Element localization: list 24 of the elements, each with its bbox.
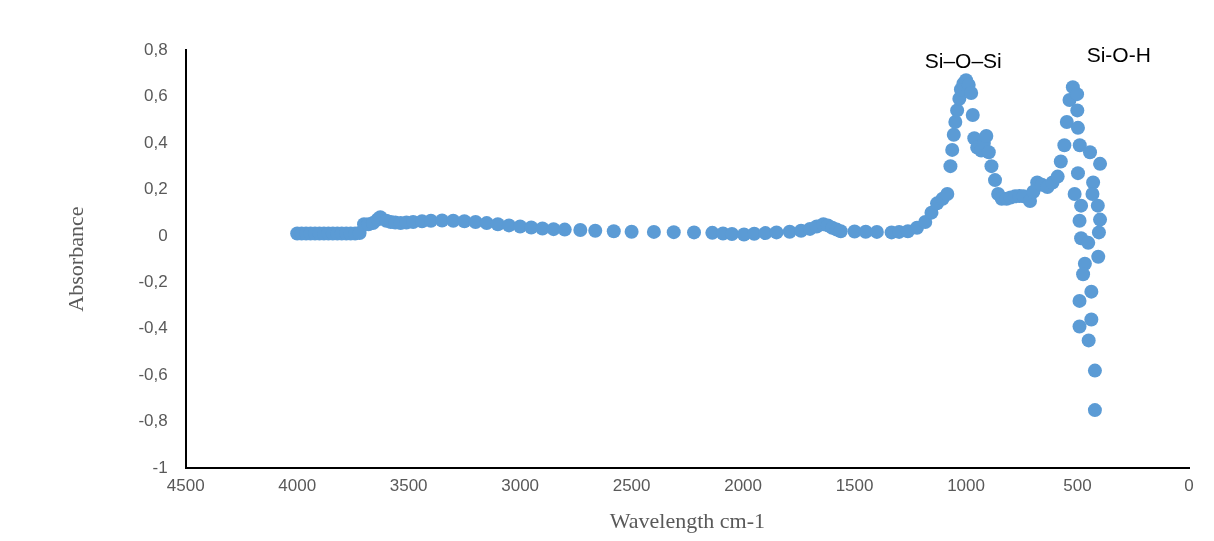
y-tick-label: -0,6 <box>138 364 168 384</box>
x-tick-label: 4000 <box>278 476 317 496</box>
y-tick-label: 0 <box>158 225 168 245</box>
x-tick-label: 3500 <box>389 476 428 496</box>
x-tick-label: 2000 <box>724 476 762 496</box>
x-axis-title: Wavelength cm-1 <box>609 507 765 533</box>
y-axis-title: Absorbance <box>62 206 88 312</box>
x-tick-label: 3000 <box>501 476 540 496</box>
annotation: Si-O-H <box>1086 42 1151 66</box>
y-tick-label: 0,4 <box>144 132 168 152</box>
y-tick-label: 0,6 <box>144 86 168 106</box>
x-tick-label: 500 <box>1063 476 1092 496</box>
y-tick-label: -0,4 <box>138 318 168 338</box>
y-tick-label: -0,8 <box>138 411 168 431</box>
x-tick-label: 2500 <box>612 476 651 496</box>
x-tick-label: 1000 <box>947 476 985 496</box>
y-tick-label: -1 <box>152 457 168 477</box>
annotation: Si–O–Si <box>924 48 1002 72</box>
x-tick-label: 4500 <box>166 476 205 496</box>
y-tick-label: -0,2 <box>138 272 168 292</box>
y-tick-label: 0,2 <box>144 179 168 199</box>
x-tick-label: 0 <box>1184 476 1194 496</box>
y-tick-label: 0,8 <box>144 39 168 59</box>
x-tick-label: 1500 <box>835 476 874 496</box>
